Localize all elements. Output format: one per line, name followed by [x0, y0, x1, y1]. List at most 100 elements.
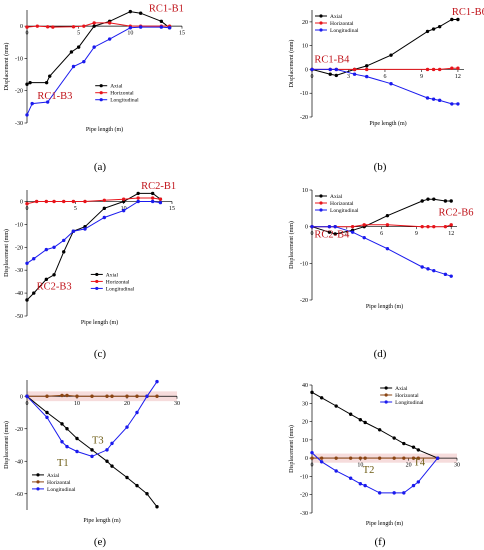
- data-point: [62, 199, 66, 204]
- data-point: [327, 230, 332, 234]
- data-point: [71, 25, 76, 29]
- y-tick-label: -20: [15, 245, 23, 251]
- data-point: [90, 394, 94, 398]
- y-tick-label: -40: [15, 459, 23, 465]
- data-point: [402, 491, 406, 495]
- x-tick-label: 5: [74, 206, 77, 212]
- data-point: [44, 277, 49, 282]
- data-point: [28, 80, 32, 85]
- data-point: [34, 199, 39, 204]
- data-point: [76, 45, 81, 49]
- data-point: [352, 72, 357, 76]
- legend-entry: Longitudinal: [330, 208, 359, 214]
- y-axis-title: Displacement (mm): [3, 421, 10, 469]
- y-axis-title: Displacement (mm): [288, 221, 295, 269]
- x-tick-label: 9: [420, 74, 423, 80]
- data-point: [310, 450, 314, 455]
- data-point: [431, 27, 436, 31]
- data-point: [62, 250, 66, 254]
- legend-swatch-marker: [36, 480, 40, 484]
- data-point: [402, 456, 406, 460]
- data-point: [45, 100, 50, 104]
- data-point: [443, 272, 448, 277]
- data-point: [110, 464, 114, 468]
- data-point: [125, 394, 129, 398]
- data-point: [155, 379, 159, 384]
- data-point: [136, 191, 140, 196]
- data-point: [107, 21, 112, 25]
- y-tick-label: 0: [305, 67, 308, 73]
- data-point: [348, 476, 353, 480]
- data-point: [420, 224, 424, 229]
- legend-entry: Horizontal: [110, 91, 134, 97]
- chart-panel-2: 0 3 6 9 12 20 10 0 -10 -20 Pipe length (m) Displace…: [288, 7, 484, 173]
- data-point: [25, 298, 29, 302]
- x-tick-label: 6: [380, 231, 383, 237]
- data-point: [363, 483, 367, 488]
- data-point: [350, 224, 355, 229]
- data-point: [377, 456, 382, 460]
- data-point: [159, 19, 164, 23]
- legend-entry: Axial: [330, 194, 343, 200]
- y-tick-label: 0: [305, 456, 308, 462]
- data-point: [362, 223, 366, 227]
- data-point: [102, 215, 107, 220]
- data-point: [333, 224, 337, 229]
- data-point: [416, 456, 421, 460]
- data-point: [35, 24, 40, 28]
- data-point: [310, 390, 314, 395]
- x-tick-label: 0: [26, 31, 29, 37]
- data-point: [145, 492, 149, 496]
- y-tick-label: -10: [15, 222, 23, 228]
- y-axis-title: Displacement (mm): [288, 40, 295, 88]
- data-point: [60, 393, 64, 398]
- data-point: [128, 26, 133, 30]
- data-point: [432, 268, 436, 273]
- data-point: [25, 113, 29, 117]
- y-tick-label: 0: [305, 225, 308, 231]
- data-point: [82, 59, 86, 64]
- y-tick-label: -30: [15, 268, 23, 274]
- data-point: [45, 410, 49, 415]
- data-point: [450, 102, 454, 106]
- data-point: [25, 25, 29, 29]
- data-point: [83, 227, 87, 231]
- y-tick-label: -10: [300, 261, 308, 267]
- data-point: [431, 97, 436, 101]
- legend-entry: Horizontal: [47, 480, 71, 486]
- data-point: [358, 418, 363, 422]
- data-point: [25, 261, 29, 266]
- data-point: [121, 208, 126, 213]
- chart-panel-4: 0 3 6 9 12 10 0 -10 -20 Pipe length (m) Displaceme…: [288, 188, 473, 360]
- data-point: [365, 67, 369, 72]
- data-point: [328, 72, 332, 76]
- data-point: [449, 199, 453, 203]
- data-point: [385, 213, 390, 218]
- series-line-axial: [26, 11, 170, 85]
- annotation-label: T1: [57, 458, 69, 469]
- data-point: [450, 66, 454, 70]
- y-tick-label: -10: [300, 474, 308, 480]
- y-tick-label: 30: [302, 401, 308, 407]
- data-point: [71, 199, 76, 204]
- legend-entry: Horizontal: [106, 279, 130, 285]
- data-point: [310, 67, 314, 72]
- data-point: [71, 229, 76, 233]
- data-point: [435, 456, 440, 460]
- chart-panel-5: 0 10 20 30 0 -20 -40 -60 Pipe length (m) Displace…: [3, 379, 180, 548]
- series-line-longitudinal: [26, 381, 158, 457]
- data-point: [411, 483, 416, 488]
- data-point: [75, 394, 79, 398]
- data-point: [44, 247, 49, 252]
- data-point: [392, 491, 396, 495]
- data-point: [411, 456, 416, 460]
- data-point: [32, 257, 36, 261]
- panel-label: (b): [374, 161, 387, 173]
- x-tick-label: 10: [357, 463, 363, 469]
- data-point: [125, 475, 129, 480]
- data-point: [52, 273, 56, 277]
